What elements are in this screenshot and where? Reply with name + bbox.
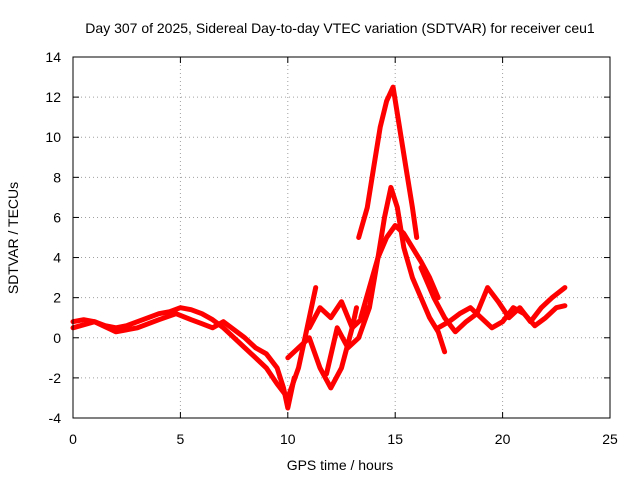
series-track-6 xyxy=(324,184,448,377)
y-tick-label: 14 xyxy=(45,49,61,65)
data-series xyxy=(70,84,568,411)
x-tick-label: 0 xyxy=(69,431,77,447)
y-tick-label: -4 xyxy=(49,410,62,426)
y-tick-label: 8 xyxy=(53,169,61,185)
x-tick-label: 25 xyxy=(602,431,618,447)
x-tick-label: 15 xyxy=(387,431,403,447)
series-track-2 xyxy=(70,311,297,411)
y-tick-label: 2 xyxy=(53,290,61,306)
x-tick-label: 20 xyxy=(495,431,511,447)
chart-title: Day 307 of 2025, Sidereal Day-to-day VTE… xyxy=(85,20,595,36)
series-track-8 xyxy=(418,265,568,335)
y-tick-label: 4 xyxy=(53,250,61,266)
y-tick-label: 6 xyxy=(53,209,61,225)
y-axis-label: SDTVAR / TECUs xyxy=(5,182,21,294)
y-tick-label: 10 xyxy=(45,129,61,145)
plot-frame xyxy=(72,56,611,419)
y-tick-labels: -4 -2 0 2 4 6 8 10 12 14 xyxy=(45,49,61,426)
y-tick-label: 12 xyxy=(45,89,61,105)
series-track-9 xyxy=(435,303,568,331)
y-tick-label: -2 xyxy=(49,370,62,386)
series-track-3 xyxy=(285,305,359,391)
x-tick-label: 10 xyxy=(280,431,296,447)
series-track-4 xyxy=(306,299,370,331)
series-track-5 xyxy=(356,84,420,240)
y-tick-label: 0 xyxy=(53,330,61,346)
x-axis-label: GPS time / hours xyxy=(287,457,394,473)
x-tick-label: 5 xyxy=(177,431,185,447)
series-track-7 xyxy=(358,223,441,321)
axis-ticks xyxy=(72,56,611,419)
x-tick-labels: 0 5 10 15 20 25 xyxy=(69,431,618,447)
